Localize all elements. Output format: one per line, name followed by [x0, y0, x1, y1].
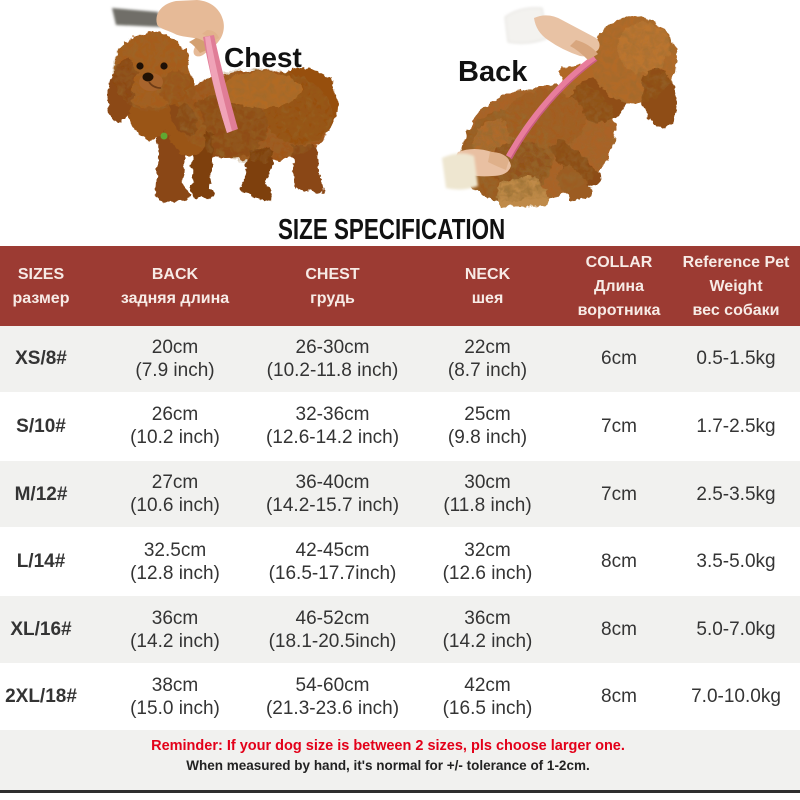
svg-text:Chest: Chest — [224, 42, 302, 73]
svg-text:Back: Back — [458, 56, 528, 88]
